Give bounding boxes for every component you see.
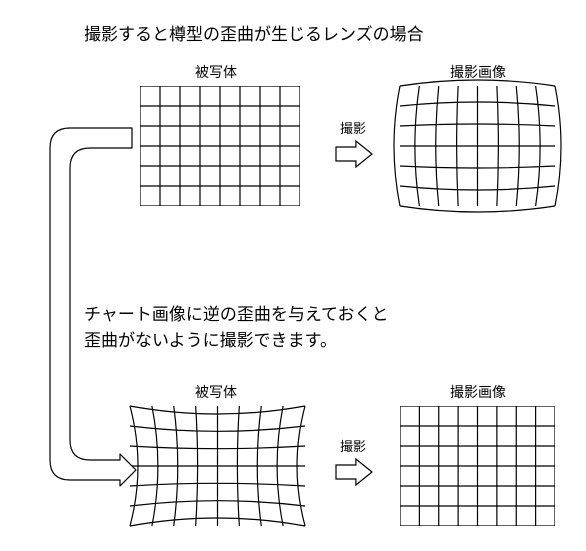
connector-arrow-icon	[0, 0, 586, 551]
